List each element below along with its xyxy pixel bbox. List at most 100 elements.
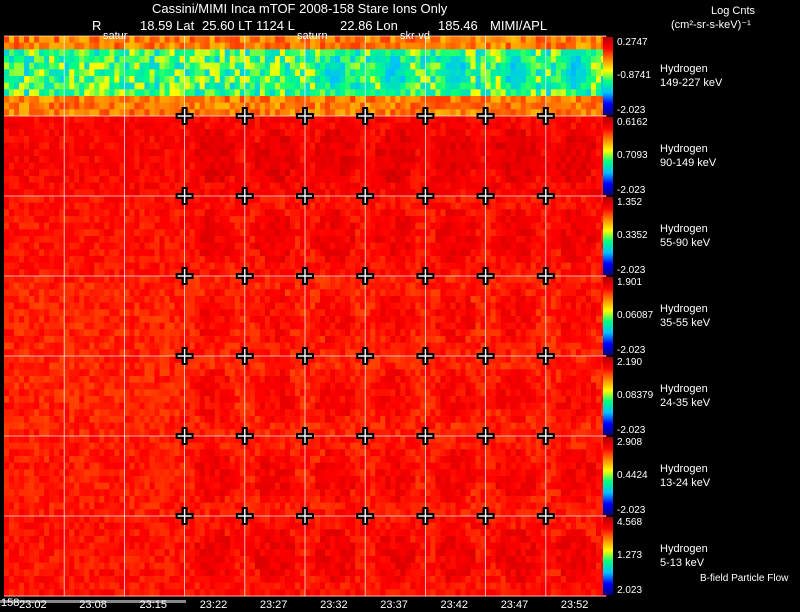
heat-cell [330,222,336,230]
heat-cell [209,202,216,210]
heat-cell [79,249,85,257]
heat-cell [294,209,301,217]
heat-cell [360,176,366,184]
heat-cell [59,89,65,97]
heat-cell [269,282,276,290]
heat-cell [59,109,65,117]
heat-cell [490,36,497,44]
heat-cell [305,69,311,77]
heat-cell [450,42,457,50]
heat-cell [425,222,432,230]
heat-cell [400,182,406,190]
heat-cell [134,96,141,104]
heat-cell [234,169,241,177]
heat-cell [500,49,507,57]
heat-cell [390,36,396,44]
heat-cell [595,262,602,270]
heat-cell [400,109,406,117]
heat-cell [400,209,406,217]
heat-cell [134,249,141,257]
heat-cell [279,102,286,110]
heat-cell [264,156,271,164]
heat-cell [144,316,151,324]
heat-cell [294,289,301,297]
heat-cell [184,149,191,157]
heat-cell [284,189,291,197]
heat-cell [124,216,131,224]
heat-cell [69,109,75,117]
heat-cell [194,329,201,337]
heat-cell [119,216,125,224]
heat-cell [24,256,30,264]
heat-cell [239,329,246,337]
heat-cell [24,122,30,130]
heat-cell [500,176,507,184]
heat-cell [159,116,166,124]
heat-cell [390,236,396,244]
heat-cell [84,302,90,310]
heat-cell [79,336,85,344]
heat-cell [194,256,201,264]
heat-cell [545,242,552,250]
heat-cell [74,289,80,297]
heat-cell [174,149,181,157]
heat-cell [164,142,171,150]
heat-cell [259,276,266,284]
heat-cell [134,142,141,150]
heat-cell [530,242,537,250]
heat-cell [289,302,296,310]
heat-cell [119,82,125,90]
heat-cell [390,189,396,197]
heat-cell [500,269,507,277]
heat-cell [400,136,406,144]
heat-cell [264,202,271,210]
heat-cell [104,229,110,237]
heat-cell [154,349,161,357]
heat-cell [39,342,45,350]
heat-cell [520,182,527,190]
heat-cell [355,142,361,150]
heat-cell [74,89,80,97]
heat-cell [405,149,411,157]
heat-cell [39,216,45,224]
heat-cell [305,142,311,150]
heat-cell [99,82,105,90]
heat-cell [565,36,572,44]
heat-cell [199,342,206,350]
heat-cell [510,249,517,257]
heat-cell [14,189,20,197]
heat-cell [274,262,281,270]
heat-cell [475,262,482,270]
heat-cell [490,56,497,64]
heat-cell [49,129,55,137]
heat-cell [104,109,110,117]
heat-cell [480,42,487,50]
heat-cell [415,256,421,264]
heat-cell [495,102,502,110]
heat-cell [485,202,492,210]
heat-cell [214,196,221,204]
heat-cell [425,82,432,90]
heat-cell [545,176,552,184]
heat-cell [405,56,411,64]
heat-cell [89,182,95,190]
heat-cell [4,122,10,130]
heat-cell [9,149,15,157]
heat-cell [345,36,351,44]
heat-cell [305,149,311,157]
heat-cell [335,262,341,270]
heat-cell [89,336,95,344]
heat-cell [54,49,60,57]
heat-cell [44,316,50,324]
heat-cell [4,309,10,317]
heat-cell [520,222,527,230]
heat-cell [390,176,396,184]
heat-cell [525,229,532,237]
heat-cell [199,242,206,250]
heat-cell [99,269,105,277]
heat-cell [330,162,336,170]
heat-cell [425,216,432,224]
heat-cell [74,96,80,104]
heat-cell [4,249,10,257]
heat-cell [24,222,30,230]
